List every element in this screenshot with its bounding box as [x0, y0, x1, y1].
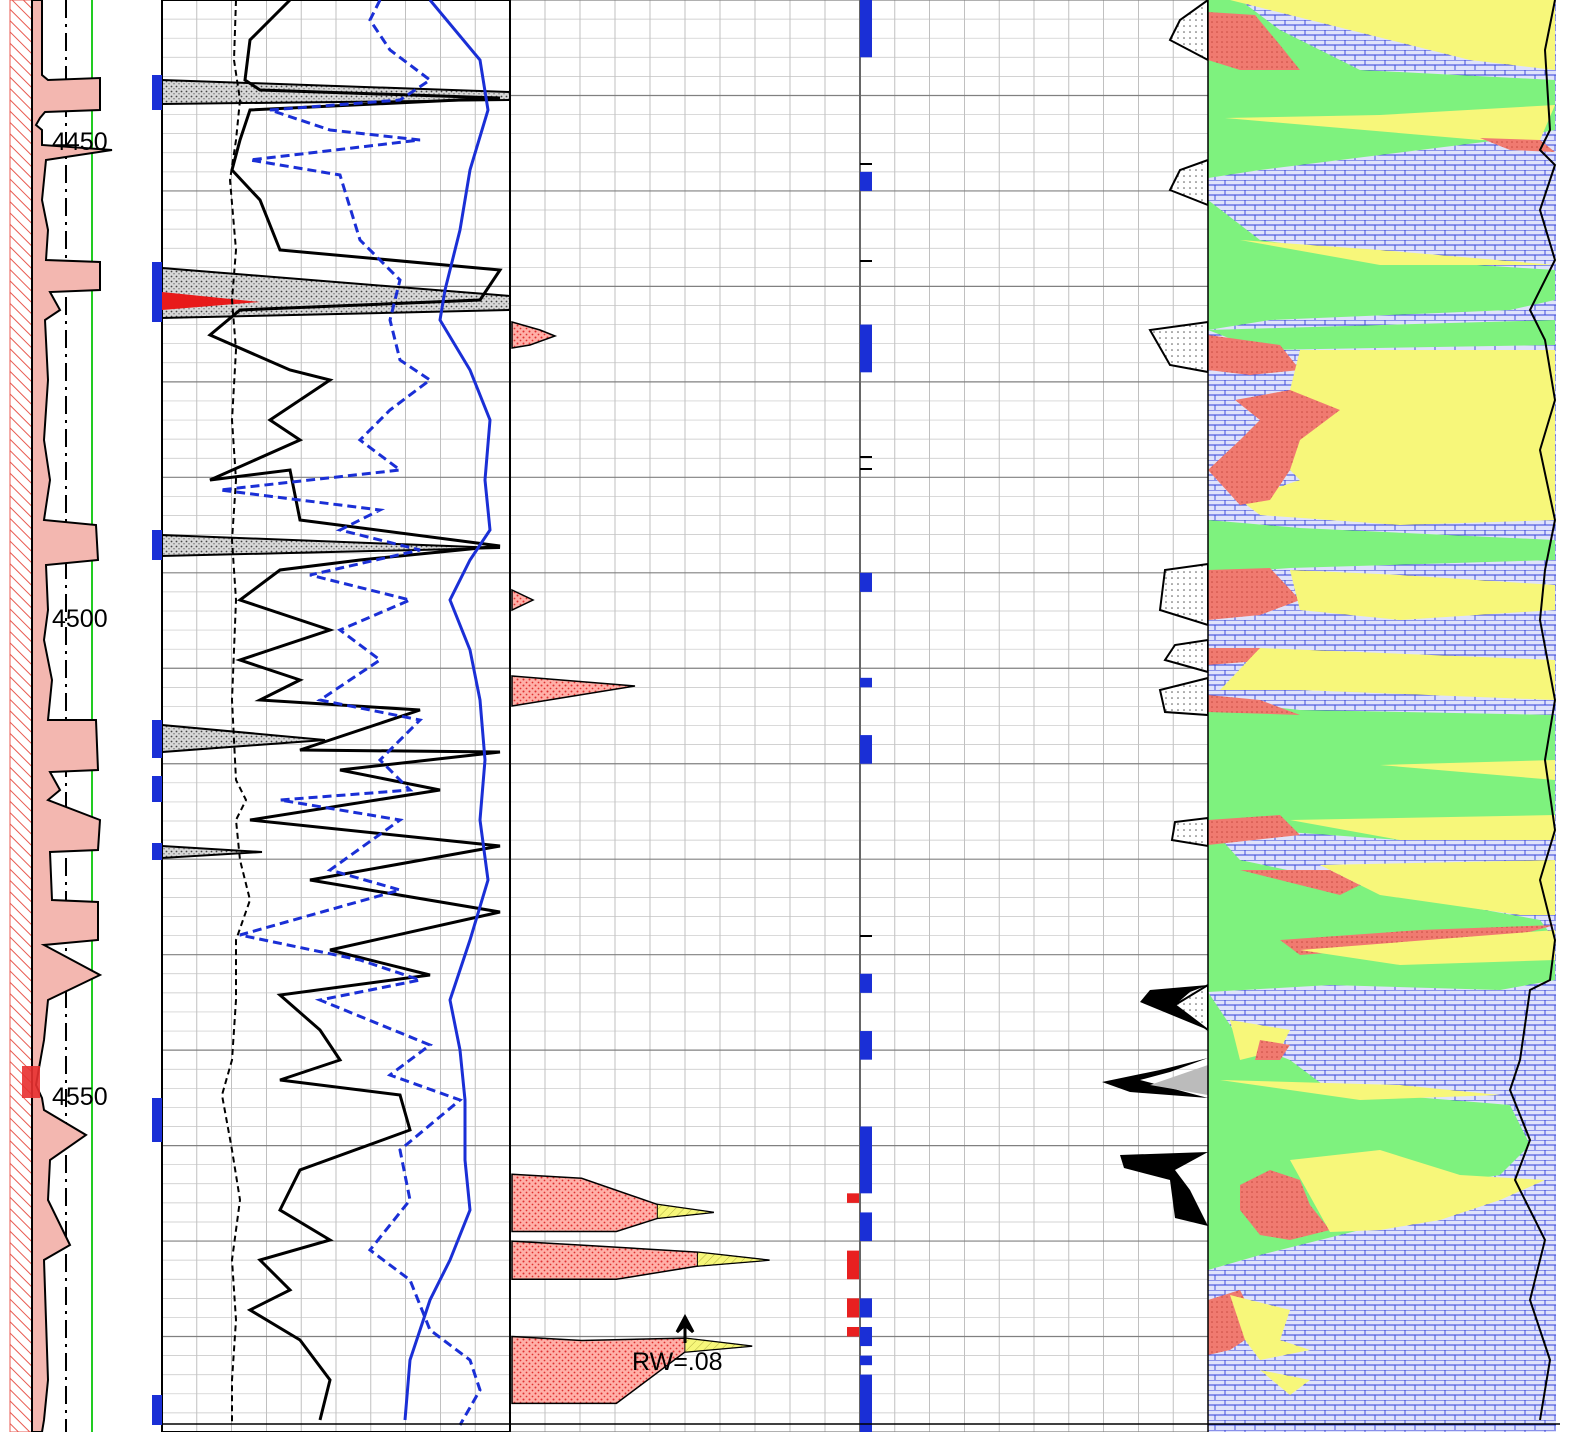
depth-label-4550: 4550	[52, 1083, 108, 1111]
pay-flag	[860, 1327, 872, 1346]
pay-flag	[860, 0, 872, 57]
pay-flag	[860, 735, 872, 764]
pay-flag	[860, 678, 872, 688]
depth-label-4450: 4450	[52, 128, 108, 156]
pay-zone-tip	[697, 1252, 769, 1266]
oil-flag	[847, 1251, 859, 1280]
pay-flag	[860, 172, 872, 191]
vsh-track	[1102, 0, 1208, 1226]
flag-track	[847, 0, 872, 1432]
pay-flag	[860, 573, 872, 592]
pay-flag	[860, 1356, 872, 1366]
porosity-track	[152, 0, 510, 1432]
pay-flag	[860, 1127, 872, 1194]
pay-flag	[860, 1212, 872, 1241]
grid	[162, 0, 1208, 1432]
depth-label-4500: 4500	[52, 605, 108, 633]
oil-flag	[847, 1193, 859, 1203]
rw-annotation: RW=.08	[632, 1348, 723, 1376]
pay-zone-tip	[657, 1204, 714, 1218]
pay-flag	[860, 1298, 872, 1317]
depth-track: 4450 4500 4550	[10, 0, 112, 1432]
pay-flag	[860, 325, 872, 373]
pay-flag	[860, 974, 872, 993]
oil-flag	[847, 1327, 859, 1337]
sp-curve	[32, 0, 112, 1432]
oil-flag	[847, 1298, 859, 1317]
lithology-track	[1208, 0, 1556, 1432]
pay-flag	[860, 1031, 872, 1060]
